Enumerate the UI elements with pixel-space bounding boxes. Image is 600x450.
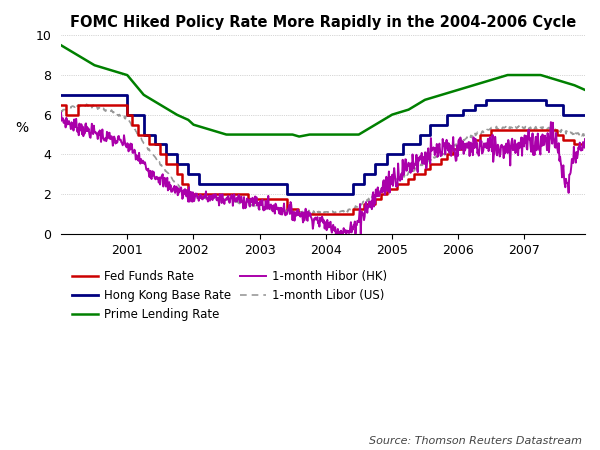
Hong Kong Base Rate — [460, 107, 467, 112]
Hong Kong Base Rate — [173, 152, 181, 157]
Hong Kong Base Rate — [383, 152, 390, 157]
Hong Kong Base Rate — [124, 92, 131, 98]
Prime Lending Rate — [89, 62, 97, 67]
Prime Lending Rate — [509, 72, 517, 78]
Hong Kong Base Rate — [361, 171, 368, 177]
Fed Funds Rate — [184, 181, 191, 187]
Fed Funds Rate — [394, 186, 401, 192]
Prime Lending Rate — [362, 127, 370, 133]
Hong Kong Base Rate — [482, 102, 490, 108]
Hong Kong Base Rate — [482, 97, 490, 103]
Hong Kong Base Rate — [443, 112, 451, 117]
Prime Lending Rate — [295, 134, 302, 139]
Hong Kong Base Rate — [371, 162, 379, 167]
Title: FOMC Hiked Policy Rate More Rapidly in the 2004-2006 Cycle: FOMC Hiked Policy Rate More Rapidly in t… — [70, 15, 576, 30]
Y-axis label: %: % — [15, 121, 28, 135]
Hong Kong Base Rate — [416, 132, 423, 137]
1-month Hibor (HK) — [332, 231, 340, 237]
1-month Hibor (HK) — [376, 192, 383, 198]
Prime Lending Rate — [455, 87, 463, 92]
Hong Kong Base Rate — [559, 112, 566, 117]
1-month Libor (US) — [301, 212, 308, 217]
Hong Kong Base Rate — [559, 102, 566, 108]
1-month Libor (US) — [83, 101, 90, 107]
1-month Hibor (HK) — [509, 148, 517, 153]
Fed Funds Rate — [294, 211, 301, 216]
Fed Funds Rate — [58, 102, 65, 108]
Hong Kong Base Rate — [542, 102, 550, 108]
Hong Kong Base Rate — [124, 112, 131, 117]
Hong Kong Base Rate — [416, 142, 423, 147]
Hong Kong Base Rate — [162, 152, 169, 157]
Fed Funds Rate — [476, 137, 484, 142]
Hong Kong Base Rate — [361, 181, 368, 187]
Hong Kong Base Rate — [471, 107, 478, 112]
1-month Hibor (HK) — [362, 199, 370, 205]
Hong Kong Base Rate — [350, 191, 357, 197]
Hong Kong Base Rate — [383, 162, 390, 167]
Hong Kong Base Rate — [162, 142, 169, 147]
1-month Libor (US) — [581, 131, 589, 137]
Line: 1-month Libor (US): 1-month Libor (US) — [61, 104, 585, 214]
1-month Hibor (HK) — [455, 136, 463, 142]
1-month Hibor (HK) — [392, 179, 399, 184]
1-month Libor (US) — [363, 197, 370, 202]
Hong Kong Base Rate — [140, 132, 148, 137]
Hong Kong Base Rate — [151, 132, 158, 137]
Line: Fed Funds Rate: Fed Funds Rate — [61, 105, 585, 214]
Prime Lending Rate — [376, 119, 383, 125]
Line: 1-month Hibor (HK): 1-month Hibor (HK) — [61, 112, 585, 234]
Hong Kong Base Rate — [284, 191, 291, 197]
Hong Kong Base Rate — [184, 162, 191, 167]
Hong Kong Base Rate — [460, 112, 467, 117]
1-month Hibor (HK) — [89, 131, 97, 137]
Hong Kong Base Rate — [471, 102, 478, 108]
Hong Kong Base Rate — [371, 171, 379, 177]
1-month Libor (US) — [58, 108, 65, 113]
Hong Kong Base Rate — [140, 112, 148, 117]
1-month Hibor (HK) — [581, 136, 589, 142]
1-month Libor (US) — [392, 177, 400, 182]
Hong Kong Base Rate — [58, 92, 65, 98]
Hong Kong Base Rate — [284, 181, 291, 187]
Line: Hong Kong Base Rate: Hong Kong Base Rate — [61, 95, 585, 194]
Prime Lending Rate — [58, 43, 65, 48]
1-month Libor (US) — [90, 104, 97, 110]
Hong Kong Base Rate — [400, 142, 407, 147]
Hong Kong Base Rate — [443, 122, 451, 127]
Hong Kong Base Rate — [350, 181, 357, 187]
Fed Funds Rate — [581, 142, 589, 147]
Fed Funds Rate — [476, 132, 484, 137]
Hong Kong Base Rate — [400, 152, 407, 157]
Hong Kong Base Rate — [184, 171, 191, 177]
Line: Prime Lending Rate: Prime Lending Rate — [61, 45, 585, 136]
1-month Libor (US) — [377, 188, 384, 193]
Hong Kong Base Rate — [581, 112, 589, 117]
Hong Kong Base Rate — [151, 142, 158, 147]
Fed Funds Rate — [135, 122, 142, 127]
Hong Kong Base Rate — [542, 97, 550, 103]
Hong Kong Base Rate — [173, 162, 181, 167]
Fed Funds Rate — [162, 162, 169, 167]
Text: Source: Thomson Reuters Datastream: Source: Thomson Reuters Datastream — [369, 436, 582, 446]
Hong Kong Base Rate — [427, 122, 434, 127]
1-month Libor (US) — [510, 126, 517, 131]
Hong Kong Base Rate — [195, 181, 202, 187]
Legend: Fed Funds Rate, Hong Kong Base Rate, Prime Lending Rate, 1-month Hibor (HK), 1-m: Fed Funds Rate, Hong Kong Base Rate, Pri… — [67, 266, 392, 326]
1-month Hibor (HK) — [58, 110, 65, 115]
1-month Libor (US) — [456, 138, 463, 144]
Prime Lending Rate — [581, 87, 589, 93]
Hong Kong Base Rate — [427, 132, 434, 137]
Hong Kong Base Rate — [195, 171, 202, 177]
Prime Lending Rate — [392, 111, 399, 116]
